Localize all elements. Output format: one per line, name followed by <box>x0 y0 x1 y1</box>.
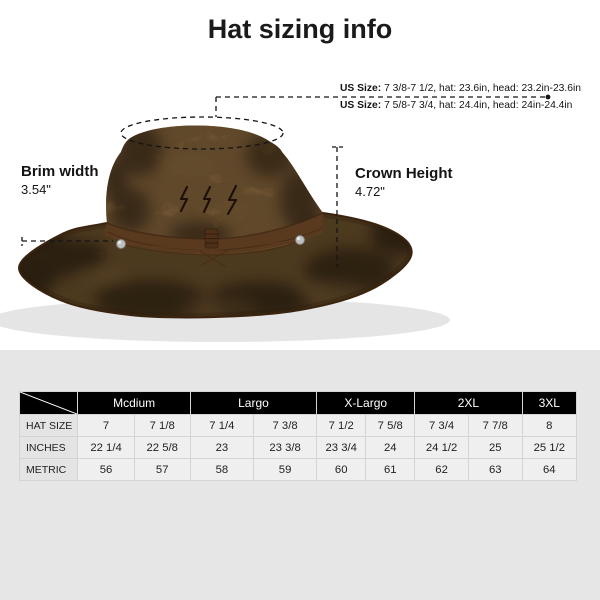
svg-text:Crown Height: Crown Height <box>355 165 453 182</box>
svg-text:4.72": 4.72" <box>355 184 385 199</box>
svg-text:Brim width: Brim width <box>21 163 99 180</box>
svg-text:US Size: 7 3/8-7 1/2, hat: 23: US Size: 7 3/8-7 1/2, hat: 23.6in, head:… <box>340 83 581 94</box>
svg-text:US Size: 7 5/8-7 3/4, hat: 24: US Size: 7 5/8-7 3/4, hat: 24.4in, head:… <box>340 100 573 111</box>
svg-text:3.54": 3.54" <box>21 182 51 197</box>
